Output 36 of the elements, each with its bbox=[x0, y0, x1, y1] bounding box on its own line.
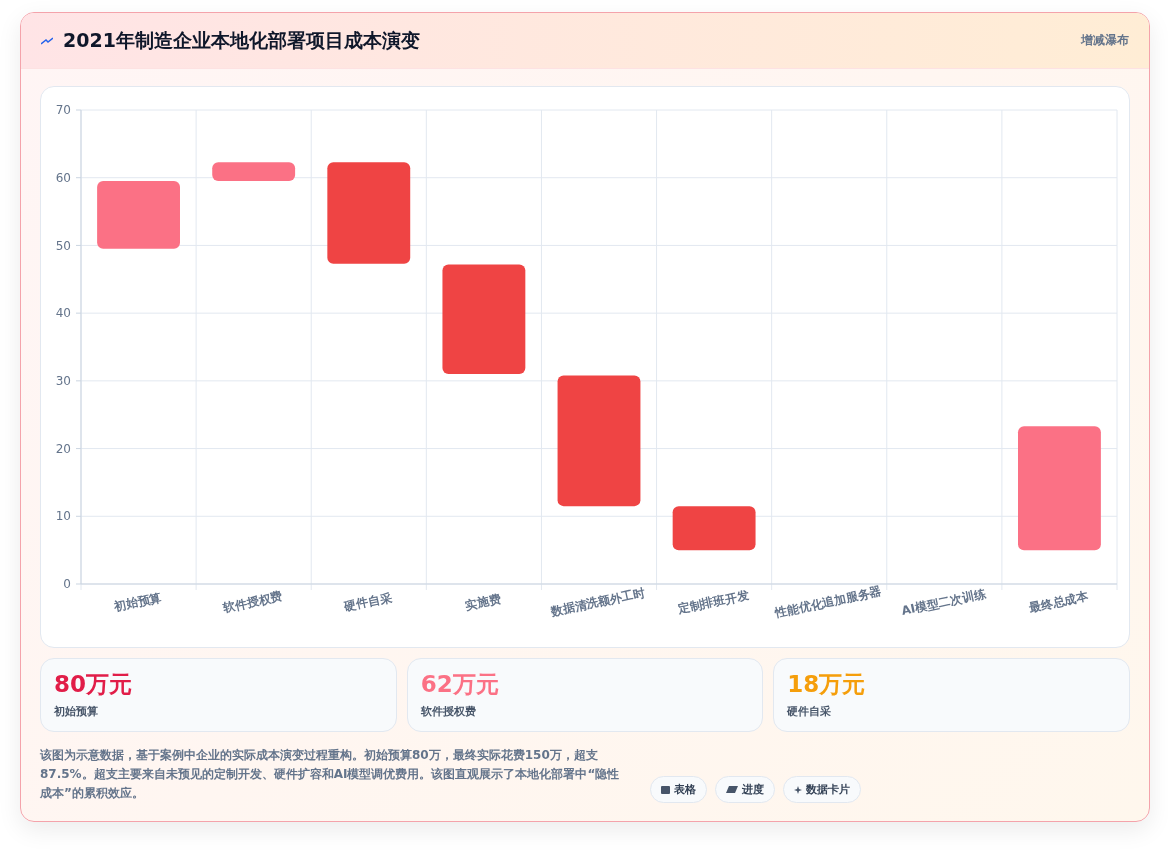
y-tick-label: 30 bbox=[55, 374, 71, 389]
bar bbox=[557, 375, 641, 507]
bar bbox=[442, 264, 526, 375]
bar bbox=[212, 162, 296, 182]
y-tick-label: 60 bbox=[55, 170, 71, 185]
text: 初始预算 bbox=[54, 704, 99, 719]
y-tick-label: 50 bbox=[55, 238, 71, 253]
text: 62万元 bbox=[420, 670, 500, 699]
text: 软件授权费 bbox=[420, 704, 477, 719]
text: 18万元 bbox=[787, 670, 867, 699]
y-tick-label: 20 bbox=[55, 441, 71, 456]
y-tick-label: 10 bbox=[55, 509, 71, 524]
x-tick-label: 数据清洗额外工时 bbox=[548, 585, 647, 620]
y-tick-label: 40 bbox=[55, 306, 71, 321]
bar bbox=[1018, 426, 1101, 551]
x-tick-label: AI模型二次训练 bbox=[900, 586, 987, 618]
bar bbox=[97, 181, 180, 249]
text: 数据卡片 bbox=[806, 782, 850, 797]
x-tick-label: 硬件自采 bbox=[342, 590, 393, 615]
chart-title: 2021年制造企业本地化部署项目成本演变 bbox=[63, 27, 421, 53]
x-tick-label: 性能优化追加服务器 bbox=[773, 584, 883, 621]
text: 增减瀑布 bbox=[1081, 32, 1129, 49]
bar bbox=[327, 162, 411, 264]
y-tick-label: 70 bbox=[55, 103, 71, 118]
x-tick-label: 初始预算 bbox=[111, 590, 163, 615]
x-tick-label: 最终总成本 bbox=[1026, 588, 1091, 616]
y-tick-label: 0 bbox=[63, 577, 71, 592]
text: 硬件自采 bbox=[787, 704, 833, 719]
text: 表格 bbox=[674, 782, 696, 797]
text: 80万元 bbox=[54, 670, 133, 699]
x-tick-label: 定制排班开发 bbox=[675, 587, 750, 617]
x-tick-label: 实施费 bbox=[464, 591, 503, 613]
text: 进度 bbox=[742, 782, 764, 797]
text: 该图为示意数据，基于案例中企业的实际成本演变过程重构。初始预算80万，最终实际花费150万，超支87.5%。超支主要来自未预见的定制开发、硬件扩容和AI模型调优费用。该图直观展示了本地化部署中“隐性成本”的累积效应。 bbox=[40, 747, 621, 802]
x-tick-label: 软件授权费 bbox=[221, 589, 284, 616]
bar bbox=[672, 506, 756, 551]
